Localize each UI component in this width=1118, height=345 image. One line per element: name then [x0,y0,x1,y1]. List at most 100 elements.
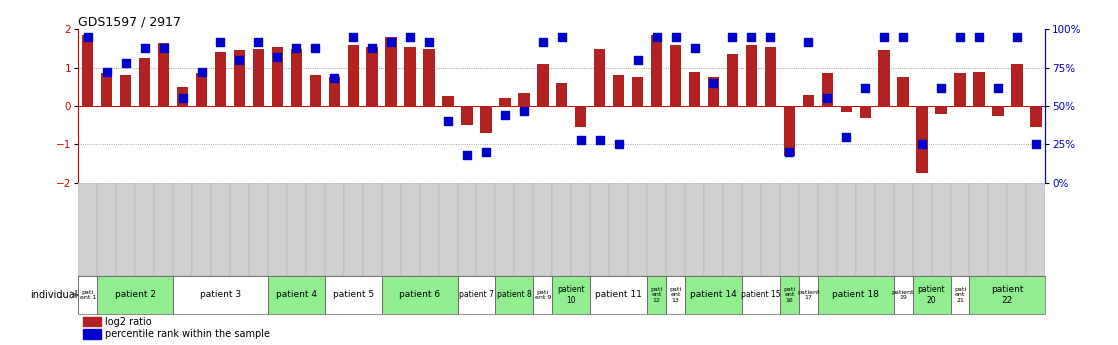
Bar [348,45,359,106]
Point [742,34,760,40]
Point [249,39,267,45]
FancyBboxPatch shape [552,276,590,314]
Text: pati
ent
16: pati ent 16 [784,287,795,303]
Bar [898,77,909,106]
Bar [765,47,776,106]
Bar [704,183,723,276]
Text: patient
20: patient 20 [918,285,946,305]
Bar [386,37,397,106]
Point [97,70,115,75]
Point [647,34,665,40]
FancyBboxPatch shape [969,276,1045,314]
FancyBboxPatch shape [495,276,533,314]
Bar [135,183,154,276]
Point [135,45,153,50]
Point [856,85,874,90]
Text: patient 11: patient 11 [595,290,642,299]
Bar [817,183,836,276]
Text: patient 8: patient 8 [498,290,532,299]
Point [590,137,608,142]
Bar [211,183,230,276]
Bar [139,58,150,106]
Text: patient 2: patient 2 [115,290,155,299]
Point [230,57,248,63]
Bar [329,77,340,106]
Bar [917,106,928,173]
Point [932,85,950,90]
Bar [651,35,662,106]
FancyBboxPatch shape [533,276,552,314]
Bar [291,49,302,106]
Point [192,70,210,75]
Bar [841,106,852,112]
Bar [83,317,101,326]
Bar [120,75,131,106]
Bar [855,183,874,276]
Point [325,76,343,81]
Bar [192,183,211,276]
FancyBboxPatch shape [173,276,268,314]
Bar [343,183,362,276]
FancyBboxPatch shape [381,276,457,314]
Bar [514,183,533,276]
Bar [97,183,116,276]
FancyBboxPatch shape [912,276,950,314]
Bar [879,50,890,106]
Bar [912,183,931,276]
Point [723,34,741,40]
Bar [950,183,969,276]
Bar [803,95,814,106]
Bar [83,329,101,339]
Bar [780,183,799,276]
Point [628,57,646,63]
Point [799,39,817,45]
Bar [438,183,457,276]
Bar [367,47,378,106]
FancyBboxPatch shape [590,276,647,314]
Point [704,80,722,86]
Text: patient
10: patient 10 [558,285,585,305]
Bar [689,71,700,106]
FancyBboxPatch shape [742,276,780,314]
Bar [993,106,1004,116]
Text: individual: individual [30,290,77,300]
Bar [1030,106,1042,127]
Bar [173,183,192,276]
Point [78,34,96,40]
Text: patient 14: patient 14 [690,290,737,299]
Bar [1007,183,1026,276]
Bar [500,98,511,106]
Point [818,96,836,101]
Bar [746,45,757,106]
Bar [324,183,343,276]
Point [875,34,893,40]
Point [477,149,495,155]
Point [970,34,988,40]
Bar [310,75,321,106]
Bar [955,73,966,106]
Bar [177,87,188,106]
Text: patient 15: patient 15 [741,290,780,299]
Bar [462,106,473,125]
Bar [405,47,416,106]
Point [382,39,400,45]
Point [1008,34,1026,40]
Bar [268,183,287,276]
Point [571,137,589,142]
Bar [742,183,761,276]
Point [420,39,438,45]
Bar [101,73,113,106]
Bar [457,183,476,276]
Bar [381,183,400,276]
Bar [253,49,264,106]
Bar [476,183,495,276]
Point [685,45,703,50]
Bar [154,183,173,276]
Bar [424,49,435,106]
FancyBboxPatch shape [324,276,381,314]
Point [363,45,381,50]
Bar [571,183,590,276]
Bar [936,106,947,114]
Point [553,34,571,40]
Bar [215,52,226,106]
